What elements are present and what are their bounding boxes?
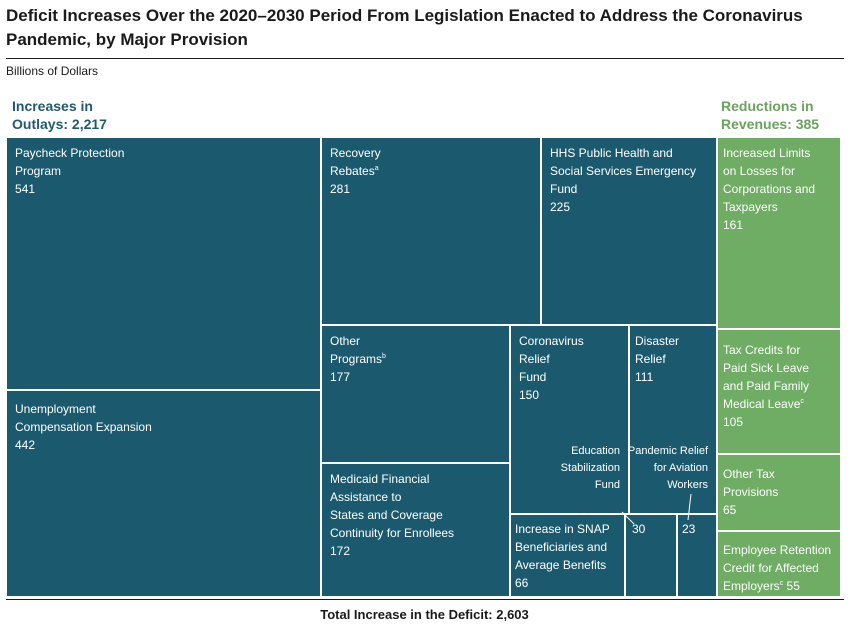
callout-education-stabilization: Education Stabilization Fund: [560, 445, 620, 491]
outlays-group-label: Increases in Outlays: 2,217: [12, 97, 142, 133]
callout-aviation-workers: Pandemic Relief for Aviation Workers: [627, 445, 708, 491]
cell-label: Medicaid Financial Assistance to States …: [330, 472, 455, 540]
cell-value: 225: [550, 200, 571, 214]
revenues-group-label-line1: Reductions in: [721, 98, 814, 114]
cell-other-tax-provisions: Other Tax Provisions 65: [718, 455, 840, 530]
cell-value: 55: [786, 579, 800, 593]
cell-value: 281: [330, 182, 351, 196]
outlays-group-label-line2: Outlays: 2,217: [12, 116, 107, 132]
chart-title: Deficit Increases Over the 2020–2030 Per…: [6, 6, 803, 49]
cell-employee-retention-credit: Employee Retention Credit for Affected E…: [718, 532, 840, 596]
cell-label: Unemployment Compensation Expansion: [15, 402, 152, 434]
cell-education-stabilization: [626, 515, 676, 596]
cell-value: 541: [15, 182, 36, 196]
units-label: Billions of Dollars: [6, 64, 99, 78]
cell-paid-leave-credits: Tax Credits for Paid Sick Leave and Paid…: [718, 330, 840, 453]
cell-increased-loss-limits: Increased Limits on Losses for Corporati…: [718, 138, 840, 328]
footer-rule: [6, 599, 844, 600]
cell-value: 161: [723, 218, 744, 232]
footnote-marker: a: [374, 165, 379, 172]
footnote-marker: c: [800, 398, 804, 405]
cell-other-programs: Other Programsb 177: [322, 326, 509, 462]
cell-label: HHS Public Health and Social Services Em…: [550, 146, 697, 196]
cell-label: Paycheck Protection Program: [15, 146, 125, 178]
cell-label: Recovery Rebatesa: [330, 146, 381, 178]
total-deficit-label: Total Increase in the Deficit: 2,603: [320, 607, 529, 622]
cell-disaster-relief: Disaster Relief 111: [630, 326, 716, 513]
cell-label: Coronavirus Relief Fund: [519, 334, 584, 384]
cell-value: 177: [330, 370, 351, 384]
footnote-marker: b: [382, 353, 386, 360]
cell-label: Other Programsb: [330, 334, 386, 366]
cell-medicaid-assistance: Medicaid Financial Assistance to States …: [322, 464, 509, 596]
cell-value: 66: [515, 576, 529, 590]
cell-label: Disaster Relief: [635, 334, 680, 366]
cell-value: 65: [723, 503, 737, 517]
cell-label: Increased Limits on Losses for Corporati…: [723, 146, 816, 214]
cell-label: Increase in SNAP Beneficiaries and Avera…: [515, 522, 610, 572]
revenues-group-label: Reductions in Revenues: 385: [721, 97, 841, 133]
outlays-group-label-line1: Increases in: [12, 98, 93, 114]
cell-label: Employee Retention Credit for Affected E…: [723, 543, 832, 593]
cell-coronavirus-relief-fund: Coronavirus Relief Fund 150: [511, 326, 628, 513]
cell-recovery-rebates: Recovery Rebatesa 281: [322, 138, 540, 324]
leader-aviation-workers: [687, 493, 692, 521]
cell-label: Tax Credits for Paid Sick Leave and Paid…: [723, 343, 810, 411]
cell-snap-increase: Increase in SNAP Beneficiaries and Avera…: [511, 515, 624, 596]
cell-value: 172: [330, 544, 351, 558]
cell-value: 111: [635, 370, 654, 384]
cell-paycheck-protection: Paycheck Protection Program 541: [7, 138, 320, 389]
footnote-marker: c: [779, 580, 784, 587]
cell-label: Other Tax Provisions: [723, 467, 779, 499]
cell-unemployment-compensation: Unemployment Compensation Expansion 442: [7, 391, 320, 596]
value-education-stabilization: 30: [632, 522, 646, 536]
cell-hhs-emergency-fund: HHS Public Health and Social Services Em…: [542, 138, 716, 324]
cell-value: 442: [15, 438, 36, 452]
value-aviation-workers: 23: [682, 522, 696, 536]
title-rule: [6, 58, 844, 59]
cell-value: 150: [519, 388, 540, 402]
cell-aviation-workers: [678, 515, 716, 596]
cell-value: 105: [723, 415, 744, 429]
revenues-group-label-line2: Revenues: 385: [721, 116, 820, 132]
leader-education-stabilization: [621, 511, 635, 525]
